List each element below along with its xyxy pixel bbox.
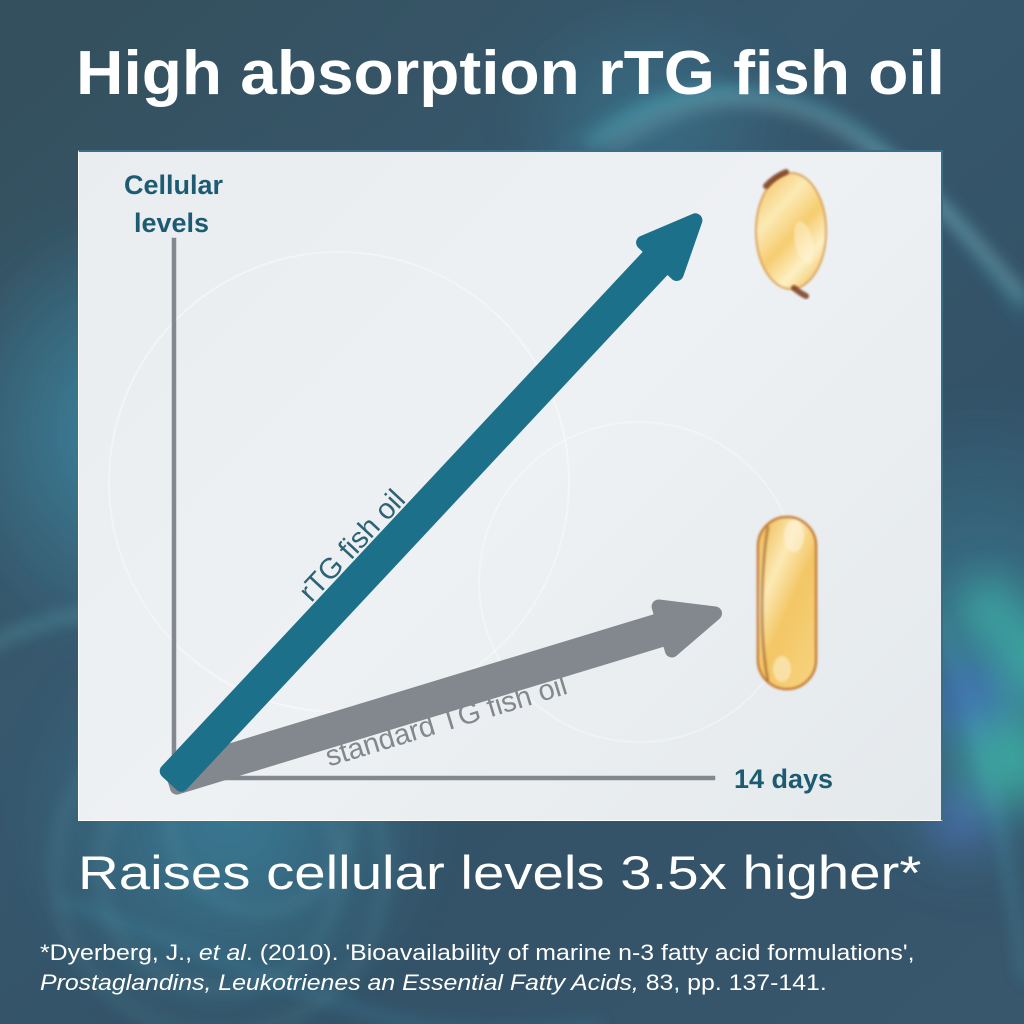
svg-text:14 days: 14 days xyxy=(734,764,833,794)
svg-text:levels: levels xyxy=(134,208,209,238)
svg-text:Cellular: Cellular xyxy=(124,170,224,200)
